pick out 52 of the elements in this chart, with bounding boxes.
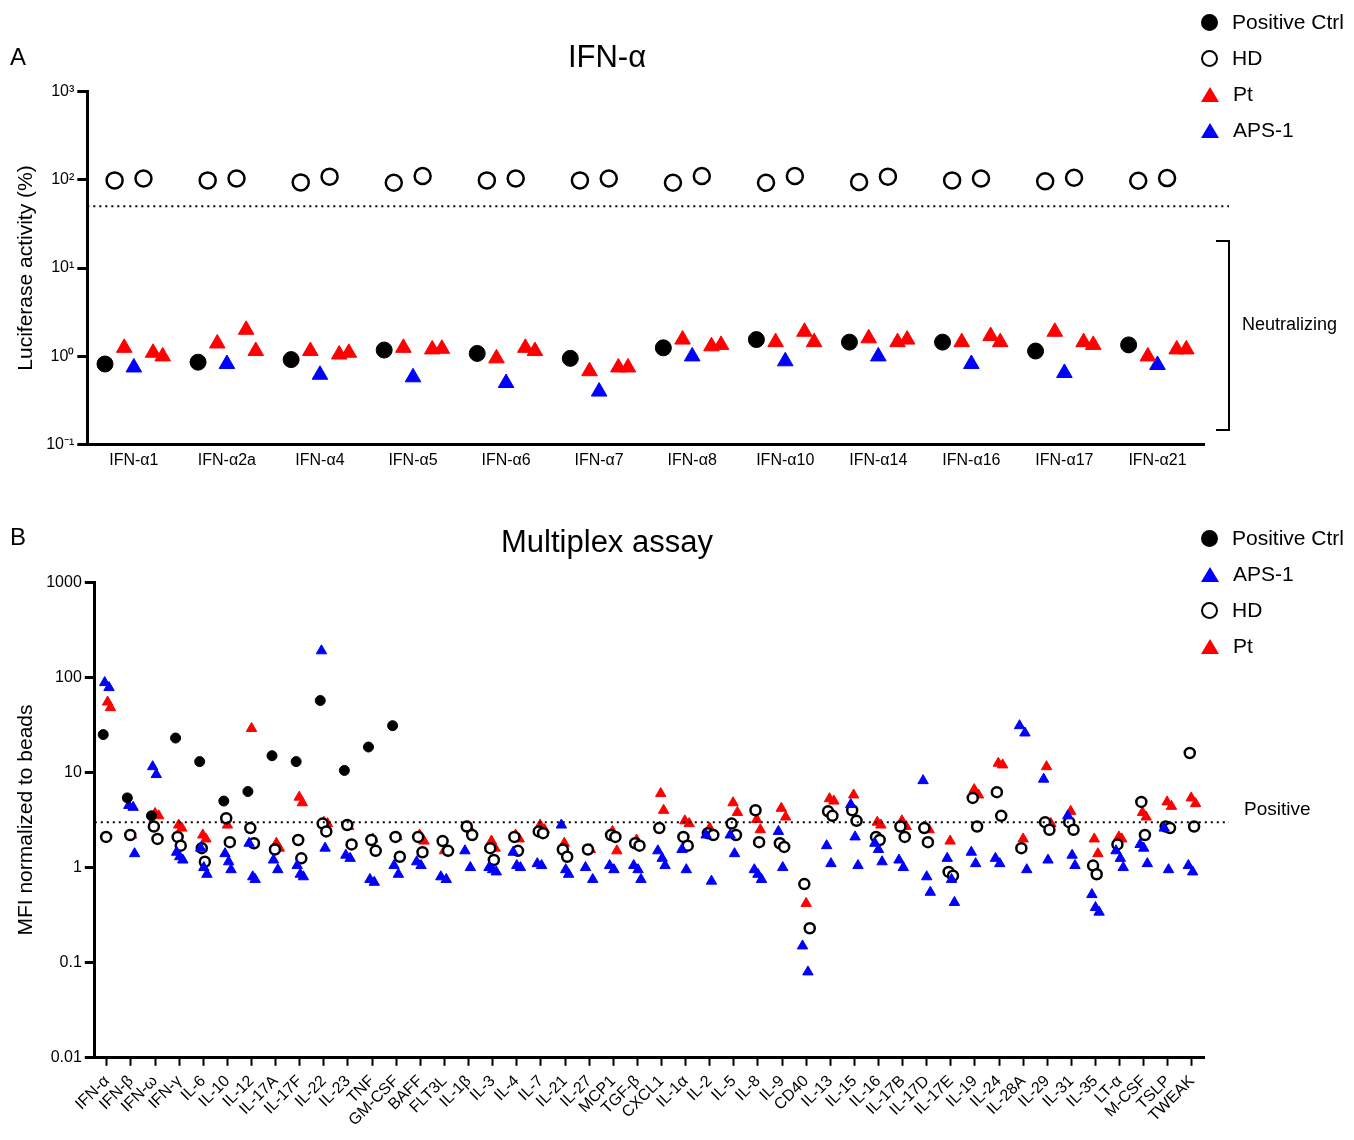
x-tick-label: IFN-α7 (574, 450, 624, 468)
legend-label: Pt (1232, 634, 1253, 658)
legend-label: APS-1 (1232, 118, 1294, 142)
point (362, 741, 374, 753)
point (338, 764, 350, 776)
x-tick-label: IFN-α16 (942, 450, 1001, 468)
point (170, 732, 182, 744)
x-tick-label: IFN-α21 (1128, 450, 1187, 468)
x-tick-label: IFN-α1 (109, 450, 159, 468)
y-tick-label: 10² (51, 170, 75, 188)
y-tick-label: 1000 (46, 572, 82, 590)
x-tick-label: IFN-α10 (756, 450, 815, 468)
legend-label: Positive Ctrl (1231, 526, 1344, 550)
x-tick-label: IFN-α5 (388, 450, 438, 468)
point (290, 756, 302, 768)
y-tick-label: 10⁻¹ (46, 435, 75, 453)
legend-label: APS-1 (1232, 562, 1294, 586)
text: B (10, 522, 27, 550)
y-tick-label: 10³ (51, 81, 75, 99)
point (314, 695, 326, 707)
chart-title: Multiplex assay (501, 524, 714, 560)
point (145, 810, 157, 822)
point (218, 795, 230, 807)
y-tick-label: 100 (55, 667, 82, 685)
x-tick-label: IFN-α6 (481, 450, 531, 468)
point (194, 756, 206, 768)
y-tick-label: 10⁰ (50, 346, 75, 364)
text: A (10, 42, 27, 70)
y-tick-label: 10 (64, 762, 82, 780)
y-axis-title: MFI normalized to beads (13, 704, 37, 936)
legend-label: Positive Ctrl (1231, 10, 1344, 34)
text: Neutralizing (1242, 313, 1338, 334)
y-tick-label: 1 (72, 857, 82, 875)
legend-label: HD (1231, 46, 1263, 70)
point (97, 729, 109, 741)
chart-title: IFN-α (567, 39, 647, 75)
x-tick-label: IFN-α17 (1035, 450, 1094, 468)
y-axis-title: Luciferase activity (%) (13, 165, 37, 371)
y-tick-label: 10¹ (51, 258, 75, 276)
x-tick-label: IFN-α4 (295, 450, 345, 468)
x-tick-label: IFN-α2a (197, 450, 257, 468)
x-tick-label: IFN-α14 (849, 450, 908, 468)
point (387, 720, 399, 732)
point (242, 786, 254, 798)
y-tick-label: 0.01 (50, 1048, 82, 1066)
point (121, 792, 133, 804)
ref-line-label: Positive (1244, 798, 1311, 820)
point (266, 750, 278, 762)
x-tick-label: IFN-α8 (667, 450, 717, 468)
legend-label: Pt (1232, 82, 1253, 106)
legend-label: HD (1231, 598, 1263, 622)
y-tick-label: 0.1 (59, 953, 82, 971)
